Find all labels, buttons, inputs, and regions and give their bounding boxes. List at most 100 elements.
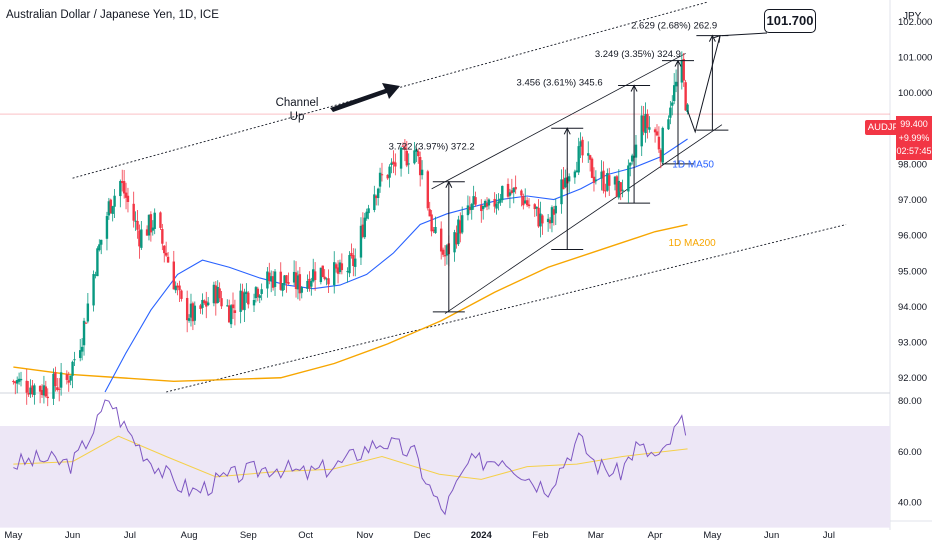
candle-body [15, 380, 19, 384]
channel-label-line2: Up [290, 111, 305, 123]
candle-body [629, 162, 632, 166]
bracket-3-arrow [630, 84, 638, 92]
candle-body [417, 151, 420, 157]
candle-body [283, 275, 286, 284]
price-tick-label: 100.000 [898, 88, 932, 99]
candle-body [470, 204, 473, 210]
candle-body [149, 214, 153, 233]
bracket-4-arrow [674, 59, 682, 67]
candle-body [122, 181, 126, 194]
candle-body [100, 239, 103, 245]
candle-body [495, 203, 498, 209]
candle-body [573, 171, 577, 178]
candle-body [430, 214, 433, 232]
measurement-label: 3.249 (3.35%) 324.9 [595, 49, 681, 60]
candle-body [659, 150, 663, 162]
candle-body [294, 272, 298, 290]
candle-body [12, 381, 15, 383]
price-tick-label: 96.000 [898, 231, 927, 242]
price-tick-label: 97.000 [898, 195, 927, 206]
price-tick-label: 98.000 [898, 159, 927, 170]
time-tick-label: May [4, 530, 22, 541]
candle-body [239, 290, 242, 312]
time-tick-label: 2024 [471, 530, 493, 541]
candle-body [147, 214, 151, 236]
candle-body [25, 380, 28, 393]
candle-body [674, 81, 678, 87]
time-tick-label: May [703, 530, 721, 541]
candle-body [418, 156, 422, 176]
candle-body [134, 220, 137, 222]
candle-body [229, 305, 233, 325]
candle-body [33, 385, 36, 396]
candle-body [126, 195, 130, 203]
candle-body [510, 190, 514, 193]
candle-body [214, 285, 218, 304]
candle-body [378, 172, 382, 187]
candle-body [392, 161, 395, 165]
candle-body [256, 288, 260, 298]
currency-label: JPY [903, 11, 922, 22]
candle-body [567, 176, 571, 182]
candle-body [361, 224, 365, 237]
candle-body [600, 171, 603, 179]
candle-body [480, 205, 483, 212]
candle-body [185, 297, 189, 321]
candle-body [56, 387, 59, 390]
candle-body [193, 305, 197, 321]
candle-body [608, 175, 611, 186]
candle-body [65, 374, 69, 380]
time-tick-label: Dec [414, 530, 431, 541]
candle-body [46, 396, 49, 399]
candle-body [140, 229, 143, 248]
price-tick-label: 92.000 [898, 373, 927, 384]
candle-body [153, 212, 156, 229]
candle-body [617, 180, 620, 198]
last-price-change: +9.99% [898, 132, 930, 143]
price-tick-label: 95.000 [898, 266, 927, 277]
candle-body [325, 278, 328, 280]
measurement-label: 2.629 (2.68%) 262.9 [631, 21, 717, 32]
candle-body [306, 280, 309, 289]
candle-body [657, 136, 661, 150]
candle-body [151, 227, 154, 231]
candle-body [340, 263, 344, 271]
projection-path [687, 35, 721, 134]
candle-body [354, 258, 357, 267]
inner-channel-lower [444, 124, 723, 314]
candle-body [166, 256, 170, 263]
candle-body [187, 318, 191, 321]
measurement-label: 3.722 (3.97%) 372.2 [389, 142, 475, 153]
time-tick-label: Jul [823, 530, 835, 541]
candle-body [533, 204, 536, 210]
channel-lower-line [166, 224, 847, 393]
candle-body [233, 310, 237, 313]
candle-body [522, 196, 525, 206]
candle-body [189, 303, 193, 318]
candle-body [669, 107, 672, 118]
candle-body [271, 276, 275, 288]
candle-body [592, 176, 596, 183]
candle-body [29, 387, 32, 395]
candle-body [292, 271, 296, 283]
candle-body [321, 265, 324, 277]
candle-body [606, 173, 609, 191]
candle-body [86, 303, 90, 322]
candle-body [205, 301, 208, 307]
inner-channel-upper [431, 53, 686, 190]
candle-body [336, 267, 340, 274]
candle-body [594, 179, 598, 182]
chart-title: Australian Dollar / Japanese Yen, 1D, IC… [6, 9, 219, 21]
candle-body [619, 182, 622, 192]
rsi-ma-line [13, 435, 688, 480]
bracket-2-arrow [563, 127, 571, 135]
candle-body [457, 219, 460, 245]
ma200-label: 1D MA200 [668, 238, 716, 249]
candle-body [671, 102, 674, 106]
candle-body [405, 150, 409, 166]
candle-body [241, 291, 244, 310]
candle-body [434, 226, 437, 234]
candle-body [577, 146, 580, 173]
